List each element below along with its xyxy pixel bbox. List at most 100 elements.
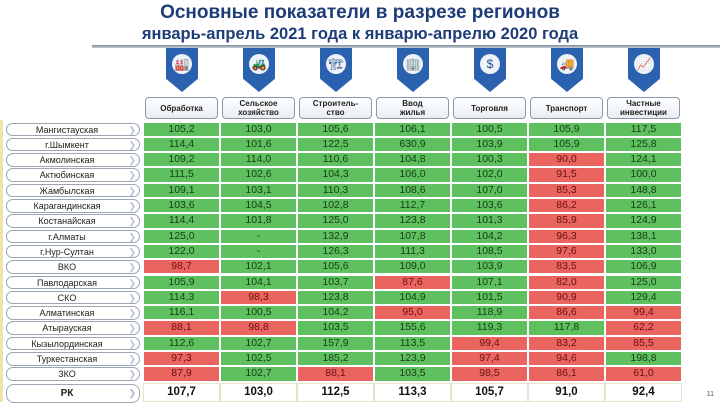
value-cell: 113,5 xyxy=(374,335,451,351)
table-row: г.Шымкент ❯ 114,4 101,6 122,5 630,9 103,9 105,9… xyxy=(0,136,700,153)
value-cell: 107,0 xyxy=(451,182,528,198)
chevron-right-icon: ❯ xyxy=(128,354,136,364)
value-cell: 132,9 xyxy=(297,228,374,244)
value-cell: 129,4 xyxy=(605,289,682,306)
value-cell: 122,5 xyxy=(297,136,374,153)
value-cell: 123,9 xyxy=(374,351,451,367)
value-cell: 101,5 xyxy=(451,289,528,306)
value-cell: 97,6 xyxy=(528,243,605,260)
region-label: ВКО ❯ xyxy=(6,260,140,274)
region-label: СКО ❯ xyxy=(6,290,140,305)
region-label: Жамбылская ❯ xyxy=(6,183,140,198)
value-cell: 100,0 xyxy=(605,167,682,183)
value-cell: 116,1 xyxy=(143,305,220,321)
chevron-right-icon: ❯ xyxy=(128,277,136,288)
value-cell: 96,3 xyxy=(528,228,605,244)
value-cell: 97,4 xyxy=(451,351,528,367)
region-name: г.Алматы xyxy=(48,231,86,242)
column-label: Строитель- ство xyxy=(299,97,372,119)
region-name: Павлодарская xyxy=(37,277,97,288)
chevron-right-icon: ❯ xyxy=(128,387,136,398)
column-header: 🏗 Строитель- ство xyxy=(299,48,372,120)
value-cell: 103,0 xyxy=(220,382,297,402)
column-label: Обработка xyxy=(145,97,218,119)
value-cell: 62,2 xyxy=(605,320,682,336)
region-name: Алматинская xyxy=(39,308,95,319)
value-cell: 102,7 xyxy=(220,335,297,351)
region-label: Костанайская ❯ xyxy=(6,214,140,228)
building-icon: 🏢 xyxy=(403,54,423,74)
value-cell: 118,9 xyxy=(451,305,528,321)
value-cell: 112,6 xyxy=(143,335,220,351)
region-name: Кызылординская xyxy=(31,338,103,349)
region-name: Карагандинская xyxy=(33,201,101,211)
value-cell: 110,6 xyxy=(297,152,374,168)
value-cell: 105,6 xyxy=(297,121,374,137)
region-label: Мангистауская ❯ xyxy=(6,122,140,136)
value-cell: 105,9 xyxy=(528,121,605,137)
value-cell: 86,2 xyxy=(528,198,605,214)
shield-badge: 🏭 xyxy=(166,48,198,92)
value-cell: 104,9 xyxy=(374,289,451,306)
value-cell: 98,3 xyxy=(220,289,297,306)
column-header: 🏭 Обработка xyxy=(145,48,218,120)
value-cell: 107,8 xyxy=(374,228,451,244)
value-cell: 110,3 xyxy=(297,182,374,198)
value-cell: 104,2 xyxy=(451,228,528,244)
crane-icon: 🏗 xyxy=(326,54,346,74)
value-cell: 97,3 xyxy=(143,351,220,367)
chevron-right-icon: ❯ xyxy=(128,185,136,196)
chevron-right-icon: ❯ xyxy=(128,338,136,349)
value-cell: 185,2 xyxy=(297,351,374,367)
chevron-right-icon: ❯ xyxy=(128,262,136,273)
value-cell: 108,5 xyxy=(451,243,528,260)
value-cell: 113,3 xyxy=(374,382,451,402)
column-header: $ Торговля xyxy=(453,48,526,120)
region-label: Кызылординская ❯ xyxy=(6,336,140,351)
value-cell: 114,0 xyxy=(220,152,297,168)
value-cell: 105,6 xyxy=(297,259,374,275)
table-row: Алматинская ❯ 116,1 100,5 104,2 95,0 118,9 86,6… xyxy=(0,305,700,321)
value-cell: 102,5 xyxy=(220,351,297,367)
value-cell: 124,1 xyxy=(605,152,682,168)
shield-badge: 🚜 xyxy=(243,48,275,92)
region-label: г.Шымкент ❯ xyxy=(6,137,140,152)
value-cell: 100,3 xyxy=(451,152,528,168)
region-label: Павлодарская ❯ xyxy=(6,275,140,289)
value-cell: 111,3 xyxy=(374,243,451,260)
table-row: Атырауская ❯ 88,1 98,8 103,5 155,6 119,3 117,8 6… xyxy=(0,320,700,336)
value-cell: 198,8 xyxy=(605,351,682,367)
region-name: Жамбылская xyxy=(39,185,95,196)
value-cell: 104,3 xyxy=(297,167,374,183)
value-cell: 88,1 xyxy=(143,320,220,336)
table-row: Жамбылская ❯ 109,1 103,1 110,3 108,6 107,0 85,3… xyxy=(0,182,700,198)
value-cell: 85,5 xyxy=(605,335,682,351)
value-cell: 100,5 xyxy=(220,305,297,321)
region-label: Карагандинская ❯ xyxy=(6,199,140,213)
region-name: Акмолинская xyxy=(39,155,95,166)
value-cell: 155,6 xyxy=(374,320,451,336)
value-cell: 125,0 xyxy=(143,228,220,244)
value-cell: 114,4 xyxy=(143,213,220,229)
region-name: г.Шымкент xyxy=(45,139,89,150)
value-cell: 103,0 xyxy=(220,121,297,137)
value-cell: 148,8 xyxy=(605,182,682,198)
chevron-right-icon: ❯ xyxy=(128,170,136,181)
region-label: ЗКО ❯ xyxy=(6,367,140,381)
chevron-right-icon: ❯ xyxy=(128,292,136,303)
value-cell: 83,2 xyxy=(528,335,605,351)
value-cell: 86,1 xyxy=(528,366,605,382)
region-label: Актюбинская ❯ xyxy=(6,168,140,182)
shield-badge: $ xyxy=(474,48,506,92)
chevron-right-icon: ❯ xyxy=(128,216,136,227)
value-cell: 92,4 xyxy=(605,382,682,402)
value-cell: 95,0 xyxy=(374,305,451,321)
value-cell: 98,8 xyxy=(220,320,297,336)
value-cell: 124,9 xyxy=(605,213,682,229)
value-cell: 105,9 xyxy=(528,136,605,153)
value-cell: 103,9 xyxy=(451,136,528,153)
table-row: Акмолинская ❯ 109,2 114,0 110,6 104,8 100,3 90,… xyxy=(0,152,700,168)
value-cell: 112,5 xyxy=(297,382,374,402)
value-cell: 123,8 xyxy=(374,213,451,229)
chevron-right-icon: ❯ xyxy=(128,201,136,211)
